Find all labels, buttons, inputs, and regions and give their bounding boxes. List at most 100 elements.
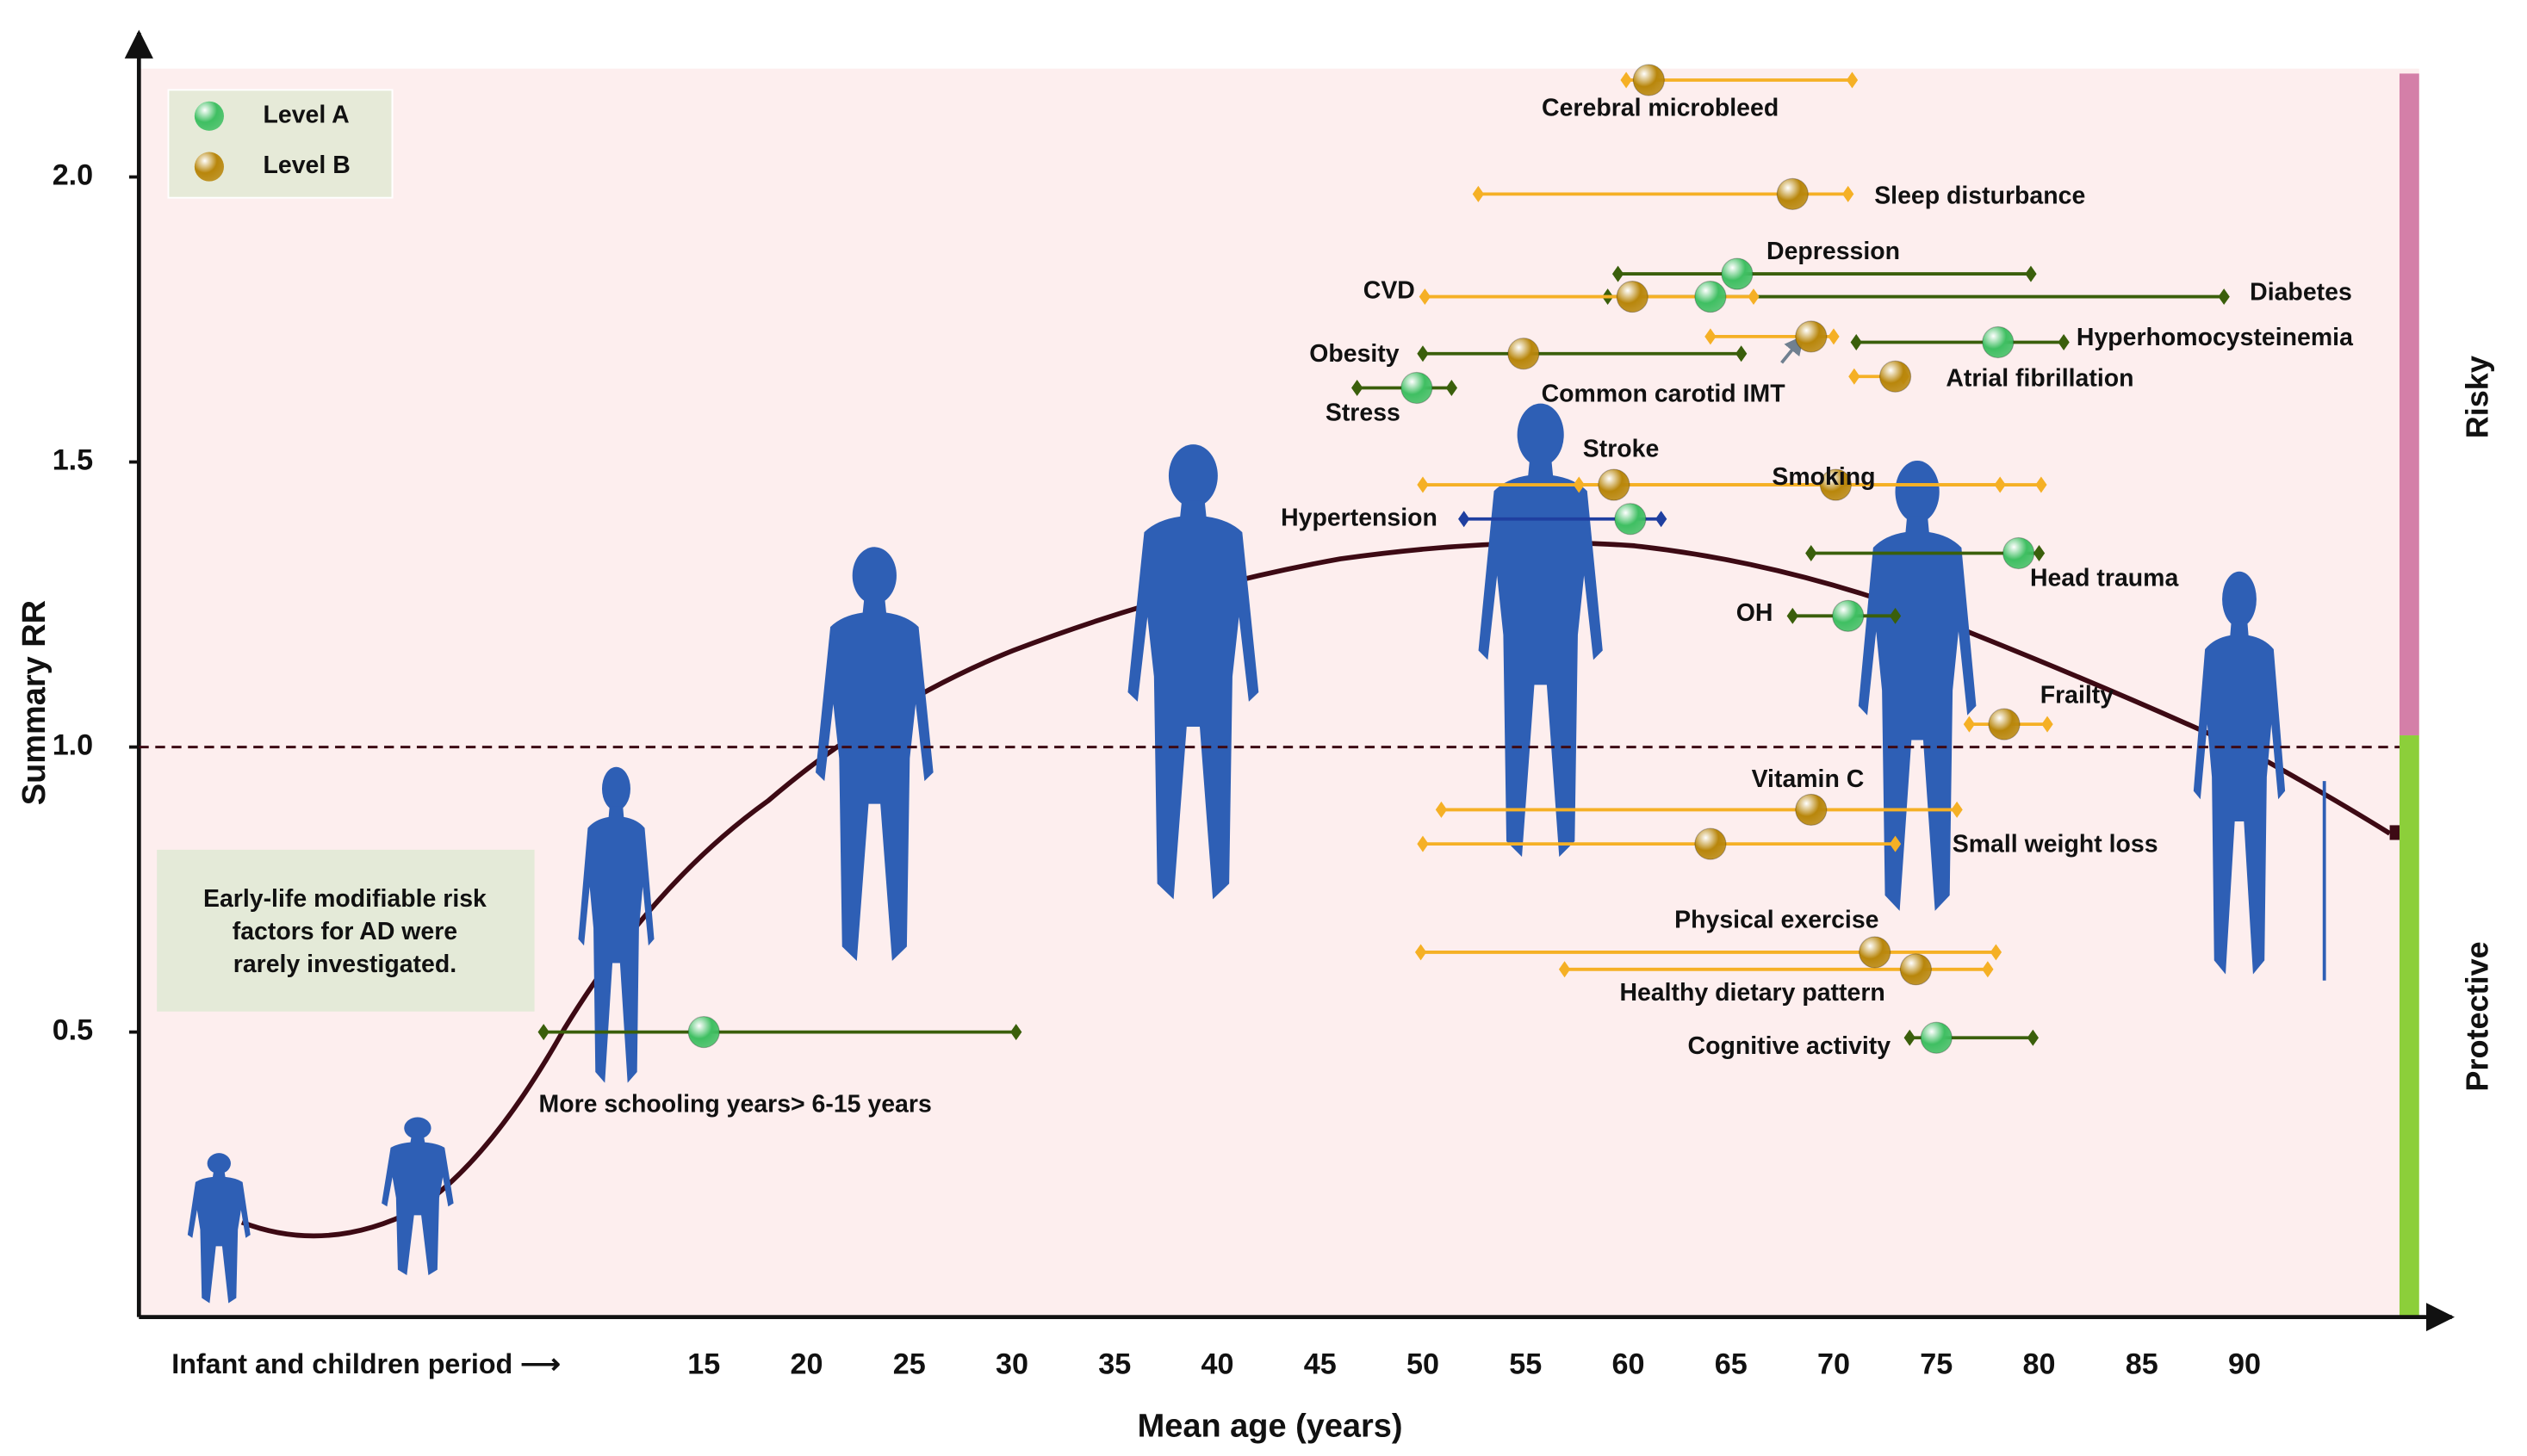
point (2002, 536, 2035, 570)
x-tick-label: 25 (893, 1348, 926, 1381)
range-end (1982, 961, 1994, 978)
point-label: Obesity (1309, 340, 1400, 368)
y-tick-label: 1.5 (53, 444, 93, 477)
range-end (2027, 1029, 2039, 1046)
point (1776, 177, 1809, 210)
range-end (1846, 71, 1859, 89)
point-label: Depression (1766, 238, 1900, 265)
range-end (1786, 607, 1798, 624)
point (1832, 599, 1865, 632)
range-end (537, 1024, 549, 1041)
point (1614, 503, 1647, 536)
point (1982, 325, 2015, 359)
point (1507, 338, 1540, 370)
note-line: rarely investigated. (233, 951, 456, 978)
x-tick-label: 15 (687, 1348, 720, 1381)
point-label: Stress (1326, 399, 1400, 426)
point (1859, 936, 1891, 969)
point (1795, 793, 1828, 827)
point (1694, 280, 1727, 313)
point (1819, 468, 1852, 501)
x-axis-title: Mean age (years) (1138, 1409, 1403, 1445)
x-tick-label: 90 (2228, 1348, 2261, 1381)
point (1616, 280, 1648, 313)
legend-label: Level A (264, 101, 350, 128)
x-tick-label: 45 (1304, 1348, 1337, 1381)
legend-marker (194, 101, 224, 131)
range-end (1735, 345, 1748, 362)
point-label: Sleep disturbance (1874, 183, 2085, 210)
point (1632, 64, 1665, 96)
legend-label: Level B (264, 152, 351, 179)
range-end (1842, 185, 1854, 202)
y-axis-title: Summary RR (16, 600, 53, 805)
y-tick-label: 1.0 (53, 729, 93, 762)
range-end (1419, 288, 1431, 306)
x-tick-label: 85 (2126, 1348, 2158, 1381)
point (687, 1016, 720, 1049)
range-end (1417, 835, 1429, 852)
plot-background (139, 68, 2419, 1317)
range-end (1620, 71, 1632, 89)
x-prefix-label: Infant and children period ⟶ (171, 1348, 560, 1379)
range-end (1848, 368, 1860, 385)
range-end (1445, 380, 1458, 396)
x-tick-label: 70 (1817, 1348, 1850, 1381)
zone-label: Risky (2459, 356, 2494, 438)
point-label: Cognitive activity (1688, 1032, 1891, 1060)
point-label: Hypertension (1281, 504, 1437, 531)
point-label: CVD (1363, 276, 1415, 304)
range-end (1351, 380, 1363, 396)
x-tick-label: 75 (1920, 1348, 1953, 1381)
y-tick-label: 0.5 (53, 1014, 93, 1047)
x-tick-label: 20 (790, 1348, 823, 1381)
y-tick-label: 2.0 (53, 159, 93, 192)
range-end (2033, 545, 2046, 561)
range-end (2218, 288, 2230, 306)
point (1400, 371, 1433, 405)
x-tick-label: 40 (1201, 1348, 1233, 1381)
point (1988, 708, 2021, 740)
range-end (1611, 265, 1624, 282)
note-line: factors for AD were (233, 918, 457, 945)
point-label: Cerebral microbleed (1542, 95, 1779, 122)
point-label: More schooling years> 6-15 years (539, 1091, 932, 1118)
zone-label: Protective (2459, 941, 2494, 1091)
range-end (1472, 185, 1485, 202)
point-label: OH (1736, 599, 1773, 627)
point-label: Diabetes (2250, 278, 2352, 306)
point (1878, 360, 1912, 393)
range-end (1414, 944, 1427, 961)
range-end (1573, 476, 1585, 493)
point (1795, 320, 1828, 353)
point-label: Physical exercise (1674, 906, 1878, 933)
point-label: Frailty (2040, 681, 2114, 709)
range-end (1010, 1024, 1022, 1041)
range-end (1558, 961, 1571, 978)
range-end (1748, 288, 1760, 306)
point-label: Head trauma (2030, 564, 2179, 592)
x-tick-label: 80 (2023, 1348, 2056, 1381)
point-label: Atrial fibrillation (1946, 365, 2133, 393)
range-end (1963, 716, 1976, 733)
protective-bar (2399, 735, 2419, 1317)
range-end (1458, 511, 1470, 528)
x-tick-label: 65 (1715, 1348, 1748, 1381)
x-tick-label: 60 (1611, 1348, 1644, 1381)
point (1721, 257, 1754, 290)
range-end (1435, 801, 1448, 818)
range-end (1903, 1029, 1915, 1046)
risky-bar (2399, 73, 2419, 736)
x-tick-label: 55 (1509, 1348, 1542, 1381)
range-end (1655, 511, 1667, 528)
point-label: Small weight loss (1953, 831, 2158, 858)
range-end (1704, 328, 1717, 345)
x-tick-label: 30 (996, 1348, 1028, 1381)
note-line: Early-life modifiable risk (203, 885, 487, 913)
point-label: Vitamin C (1752, 765, 1865, 793)
point (1694, 827, 1727, 860)
point-label: Smoking (1772, 463, 1875, 491)
